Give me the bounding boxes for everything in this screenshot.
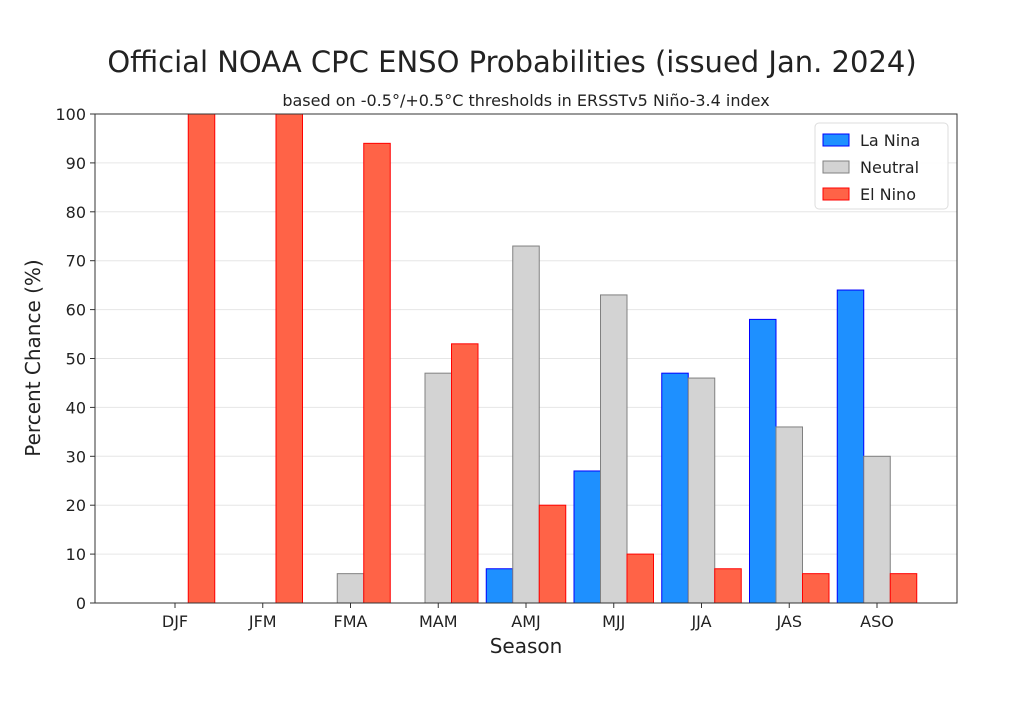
- chart-title: Official NOAA CPC ENSO Probabilities (is…: [107, 45, 916, 79]
- bar-la-nina-amj: [485, 568, 514, 604]
- x-tick-label: MAM: [419, 612, 458, 631]
- y-tick-label: 0: [76, 594, 86, 613]
- x-tick-label: MJJ: [602, 612, 625, 631]
- x-tick-label: DJF: [162, 612, 188, 631]
- bar-neutral-jas: [775, 426, 803, 604]
- bars: [187, 113, 918, 604]
- legend-label: El Nino: [860, 185, 916, 204]
- y-tick-label: 10: [66, 545, 86, 564]
- bar-neutral-amj: [512, 245, 540, 604]
- bar-el-nino-jja: [714, 568, 742, 604]
- chart-subtitle: based on -0.5°/+0.5°C thresholds in ERSS…: [282, 91, 769, 110]
- bar-neutral-jja: [687, 377, 716, 604]
- bar-neutral-mjj: [600, 294, 628, 604]
- legend-swatch: [822, 160, 850, 174]
- x-tick-label: ASO: [860, 612, 894, 631]
- bar-el-nino-mam: [451, 343, 479, 604]
- y-tick-label: 90: [66, 154, 86, 173]
- x-tick-label: AMJ: [511, 612, 540, 631]
- bar-neutral-mam: [424, 372, 452, 604]
- x-tick-label: JAS: [775, 612, 802, 631]
- x-tick-label: FMA: [334, 612, 368, 631]
- y-tick-label: 50: [66, 350, 86, 369]
- x-tick-label: JFM: [248, 612, 277, 631]
- legend: La Nina Neutral El Nino: [814, 122, 949, 210]
- x-axis-label: Season: [490, 634, 563, 658]
- y-tick-label: 40: [66, 398, 86, 417]
- y-tick-label: 80: [66, 203, 86, 222]
- bar-el-nino-jfm: [275, 113, 303, 604]
- legend-label: Neutral: [860, 158, 919, 177]
- y-tick-label: 100: [55, 105, 86, 124]
- y-axis: 0 10 20 30 40 50 60 70 80 90 100: [55, 105, 95, 613]
- bar-la-nina-jas: [749, 318, 777, 604]
- legend-swatch: [822, 187, 850, 201]
- y-tick-label: 60: [66, 301, 86, 320]
- bar-el-nino-mjj: [626, 553, 654, 604]
- bar-neutral-aso: [863, 455, 891, 604]
- y-tick-label: 20: [66, 496, 86, 515]
- bar-la-nina-aso: [836, 289, 865, 604]
- bar-la-nina-mjj: [573, 470, 601, 604]
- bar-el-nino-jas: [802, 573, 830, 604]
- y-tick-label: 70: [66, 252, 86, 271]
- x-tick-label: JJA: [690, 612, 711, 631]
- bar-neutral-fma: [336, 573, 365, 604]
- y-tick-label: 30: [66, 447, 86, 466]
- bar-el-nino-fma: [363, 142, 391, 604]
- y-axis-label: Percent Chance (%): [21, 259, 45, 456]
- bar-el-nino-amj: [538, 504, 567, 604]
- legend-label: La Nina: [860, 131, 920, 150]
- bar-el-nino-djf: [187, 113, 216, 604]
- x-axis: DJF JFM FMA MAM AMJ MJJ JJA JAS ASO: [162, 603, 894, 631]
- legend-swatch: [822, 133, 850, 147]
- bar-la-nina-jja: [661, 372, 689, 604]
- bar-el-nino-aso: [889, 573, 918, 604]
